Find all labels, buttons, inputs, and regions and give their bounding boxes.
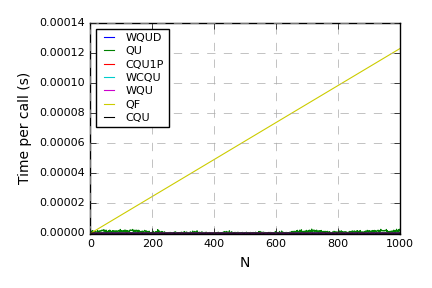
WQUD [213,231,218,235]
WQU [159,232,165,235]
QU [224,231,229,235]
WCQU [112,231,118,235]
Line: QF: QF [90,49,400,234]
WQU [225,232,230,235]
CQU [330,231,335,235]
WQU [119,232,124,235]
WQUD [397,231,402,235]
QU [301,230,306,234]
WQUD [301,231,306,235]
QU [309,227,314,231]
QF [224,150,229,154]
WCQU [247,232,252,235]
CQU1P [335,231,340,235]
CQU1P [301,231,306,235]
QF [397,47,402,50]
QF [119,213,124,216]
CQU1P [324,232,329,235]
WCQU [213,231,218,235]
CQU [213,231,218,235]
CQU1P [213,231,218,235]
WQUD [260,231,265,234]
CQU1P [397,231,402,235]
WCQU [397,232,402,235]
CQU [232,231,237,235]
QU [145,231,150,235]
CQU [124,232,129,235]
QU [397,229,402,232]
CQU [335,231,340,235]
WQUD [330,231,335,235]
QF [300,105,305,108]
CQU [397,231,402,235]
WCQU [120,231,125,235]
CQU [224,231,229,235]
QU [213,231,218,234]
QF [334,84,340,88]
WQU [335,232,340,235]
QU [335,231,340,235]
QF [88,232,93,235]
Legend: WQUD, QU, CQU1P, WCQU, WQU, QF, CQU: WQUD, QU, CQU1P, WCQU, WQU, QF, CQU [96,29,168,128]
WQU [197,231,203,235]
X-axis label: N: N [240,256,250,270]
WCQU [301,231,306,235]
CQU1P [119,231,124,235]
QU [88,230,93,233]
CQU1P [224,231,229,235]
WQUD [261,232,267,235]
WCQU [224,231,229,235]
WQU [301,232,306,235]
QU [330,231,335,234]
QF [329,88,334,91]
CQU [119,231,124,235]
CQU [88,231,93,235]
WQU [330,232,335,235]
WCQU [88,232,93,235]
WQU [88,232,93,235]
WQU [213,232,219,235]
CQU1P [330,231,335,235]
QU [119,229,124,233]
WCQU [335,232,340,235]
WQUD [119,231,124,235]
Line: QU: QU [90,229,400,233]
Y-axis label: Time per call (s): Time per call (s) [18,72,32,184]
WQUD [335,231,340,235]
CQU [301,231,306,235]
WQUD [88,231,93,235]
WQU [397,232,402,235]
CQU1P [204,231,210,234]
CQU1P [88,231,93,235]
WCQU [330,231,335,235]
QF [213,157,218,160]
WQUD [224,231,229,235]
